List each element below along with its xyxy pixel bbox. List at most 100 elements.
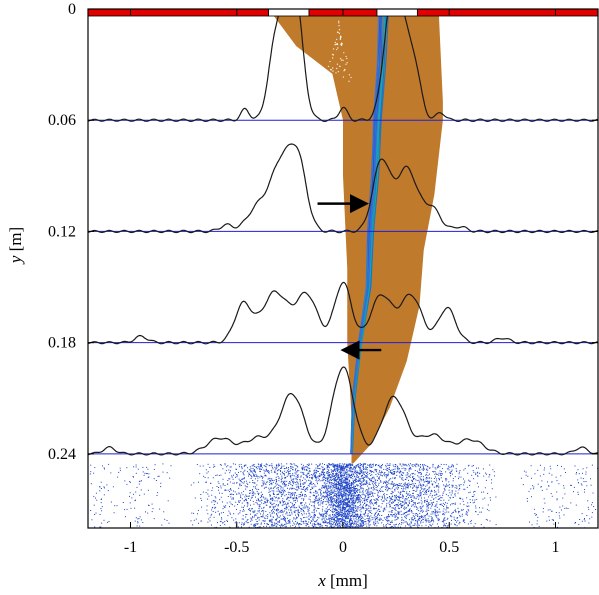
scatter-point [227,532,228,533]
scatter-point [360,503,362,505]
scatter-point [479,472,481,474]
scatter-point [397,511,399,512]
scatter-point [272,468,274,470]
scatter-point [346,498,347,500]
scatter-point [323,515,324,517]
scatter-point [322,506,324,508]
scatter-point [342,481,343,483]
scatter-point [294,529,295,530]
scatter-point [347,479,349,481]
scatter-point [443,524,445,526]
scatter-point [336,466,338,468]
scatter-point [397,511,399,513]
scatter-point [333,486,335,487]
scatter-point [428,526,430,528]
scatter-point [322,485,324,486]
scatter-point [315,474,317,476]
scatter-point [332,487,334,489]
scatter-point [399,492,401,494]
scatter-point [429,524,431,526]
scatter-point [348,492,349,494]
scatter-point [394,519,396,521]
scatter-point [458,523,460,525]
scatter-point [341,467,343,469]
scatter-point [368,494,370,496]
scatter-point [352,532,353,533]
scatter-point [328,472,330,473]
scatter-point [315,521,317,523]
scatter-point [267,499,269,501]
scatter-point [328,475,330,477]
scatter-point [489,520,491,522]
scatter-point [410,525,412,527]
scatter-point [399,485,401,487]
scatter-point [277,512,279,514]
scatter-point [409,463,411,465]
scatter-point [412,519,414,520]
scatter-point [343,513,345,514]
scatter-point [224,463,226,465]
scatter-point [434,531,435,532]
scatter-point [337,468,338,470]
scatter-point [436,510,438,512]
scatter-point [365,498,367,500]
scatter-point [230,489,232,491]
scatter-point [353,532,354,533]
scatter-point [359,495,361,496]
scatter-point [344,485,346,487]
scatter-point [369,500,371,502]
scatter-point [390,533,391,534]
scatter-point [273,494,275,495]
scatter-point [286,507,287,508]
scatter-point [343,529,344,530]
scatter-point [443,521,445,523]
scatter-point [325,496,327,497]
scatter-point [277,489,279,491]
scatter-point [305,494,306,496]
scatter-point [273,512,275,514]
scatter-point [452,497,454,498]
scatter-point [392,526,394,528]
scatter-point [306,487,308,489]
scatter-point [390,488,392,490]
scatter-point [396,530,397,531]
scatter-point [407,474,409,476]
scatter-point [284,518,286,520]
scatter-point [427,474,429,476]
scatter-point [418,484,420,486]
scatter-point [350,508,352,510]
scatter-point [348,487,350,489]
scatter-point [446,505,448,507]
scatter-point [435,511,437,513]
scatter-point [335,506,337,508]
scatter-point [343,464,345,466]
scatter-point [227,465,229,467]
scatter-point [359,529,360,530]
scatter-point [433,532,434,533]
scatter-point [313,505,315,507]
scatter-point [258,494,259,496]
scatter-point [253,465,255,467]
scatter-point [449,529,450,530]
scatter-point [263,497,265,499]
scatter-point [288,467,289,469]
scatter-point [368,507,370,509]
scatter-point [254,523,256,525]
scatter-point [436,485,438,487]
scatter-point [352,498,354,500]
scatter-point [375,502,377,503]
scatter-point [419,481,420,483]
scatter-point [260,522,262,524]
scatter-point [439,470,441,472]
scatter-point [302,533,303,534]
scatter-point [400,530,401,531]
scatter-point [221,518,223,520]
scatter-point [401,473,403,475]
scatter-point [423,531,424,532]
scatter-point [472,470,474,472]
scatter-point [339,520,341,522]
scatter-point [405,512,406,513]
scatter-point [253,491,255,493]
scatter-point [394,524,396,526]
scatter-point [433,531,434,532]
